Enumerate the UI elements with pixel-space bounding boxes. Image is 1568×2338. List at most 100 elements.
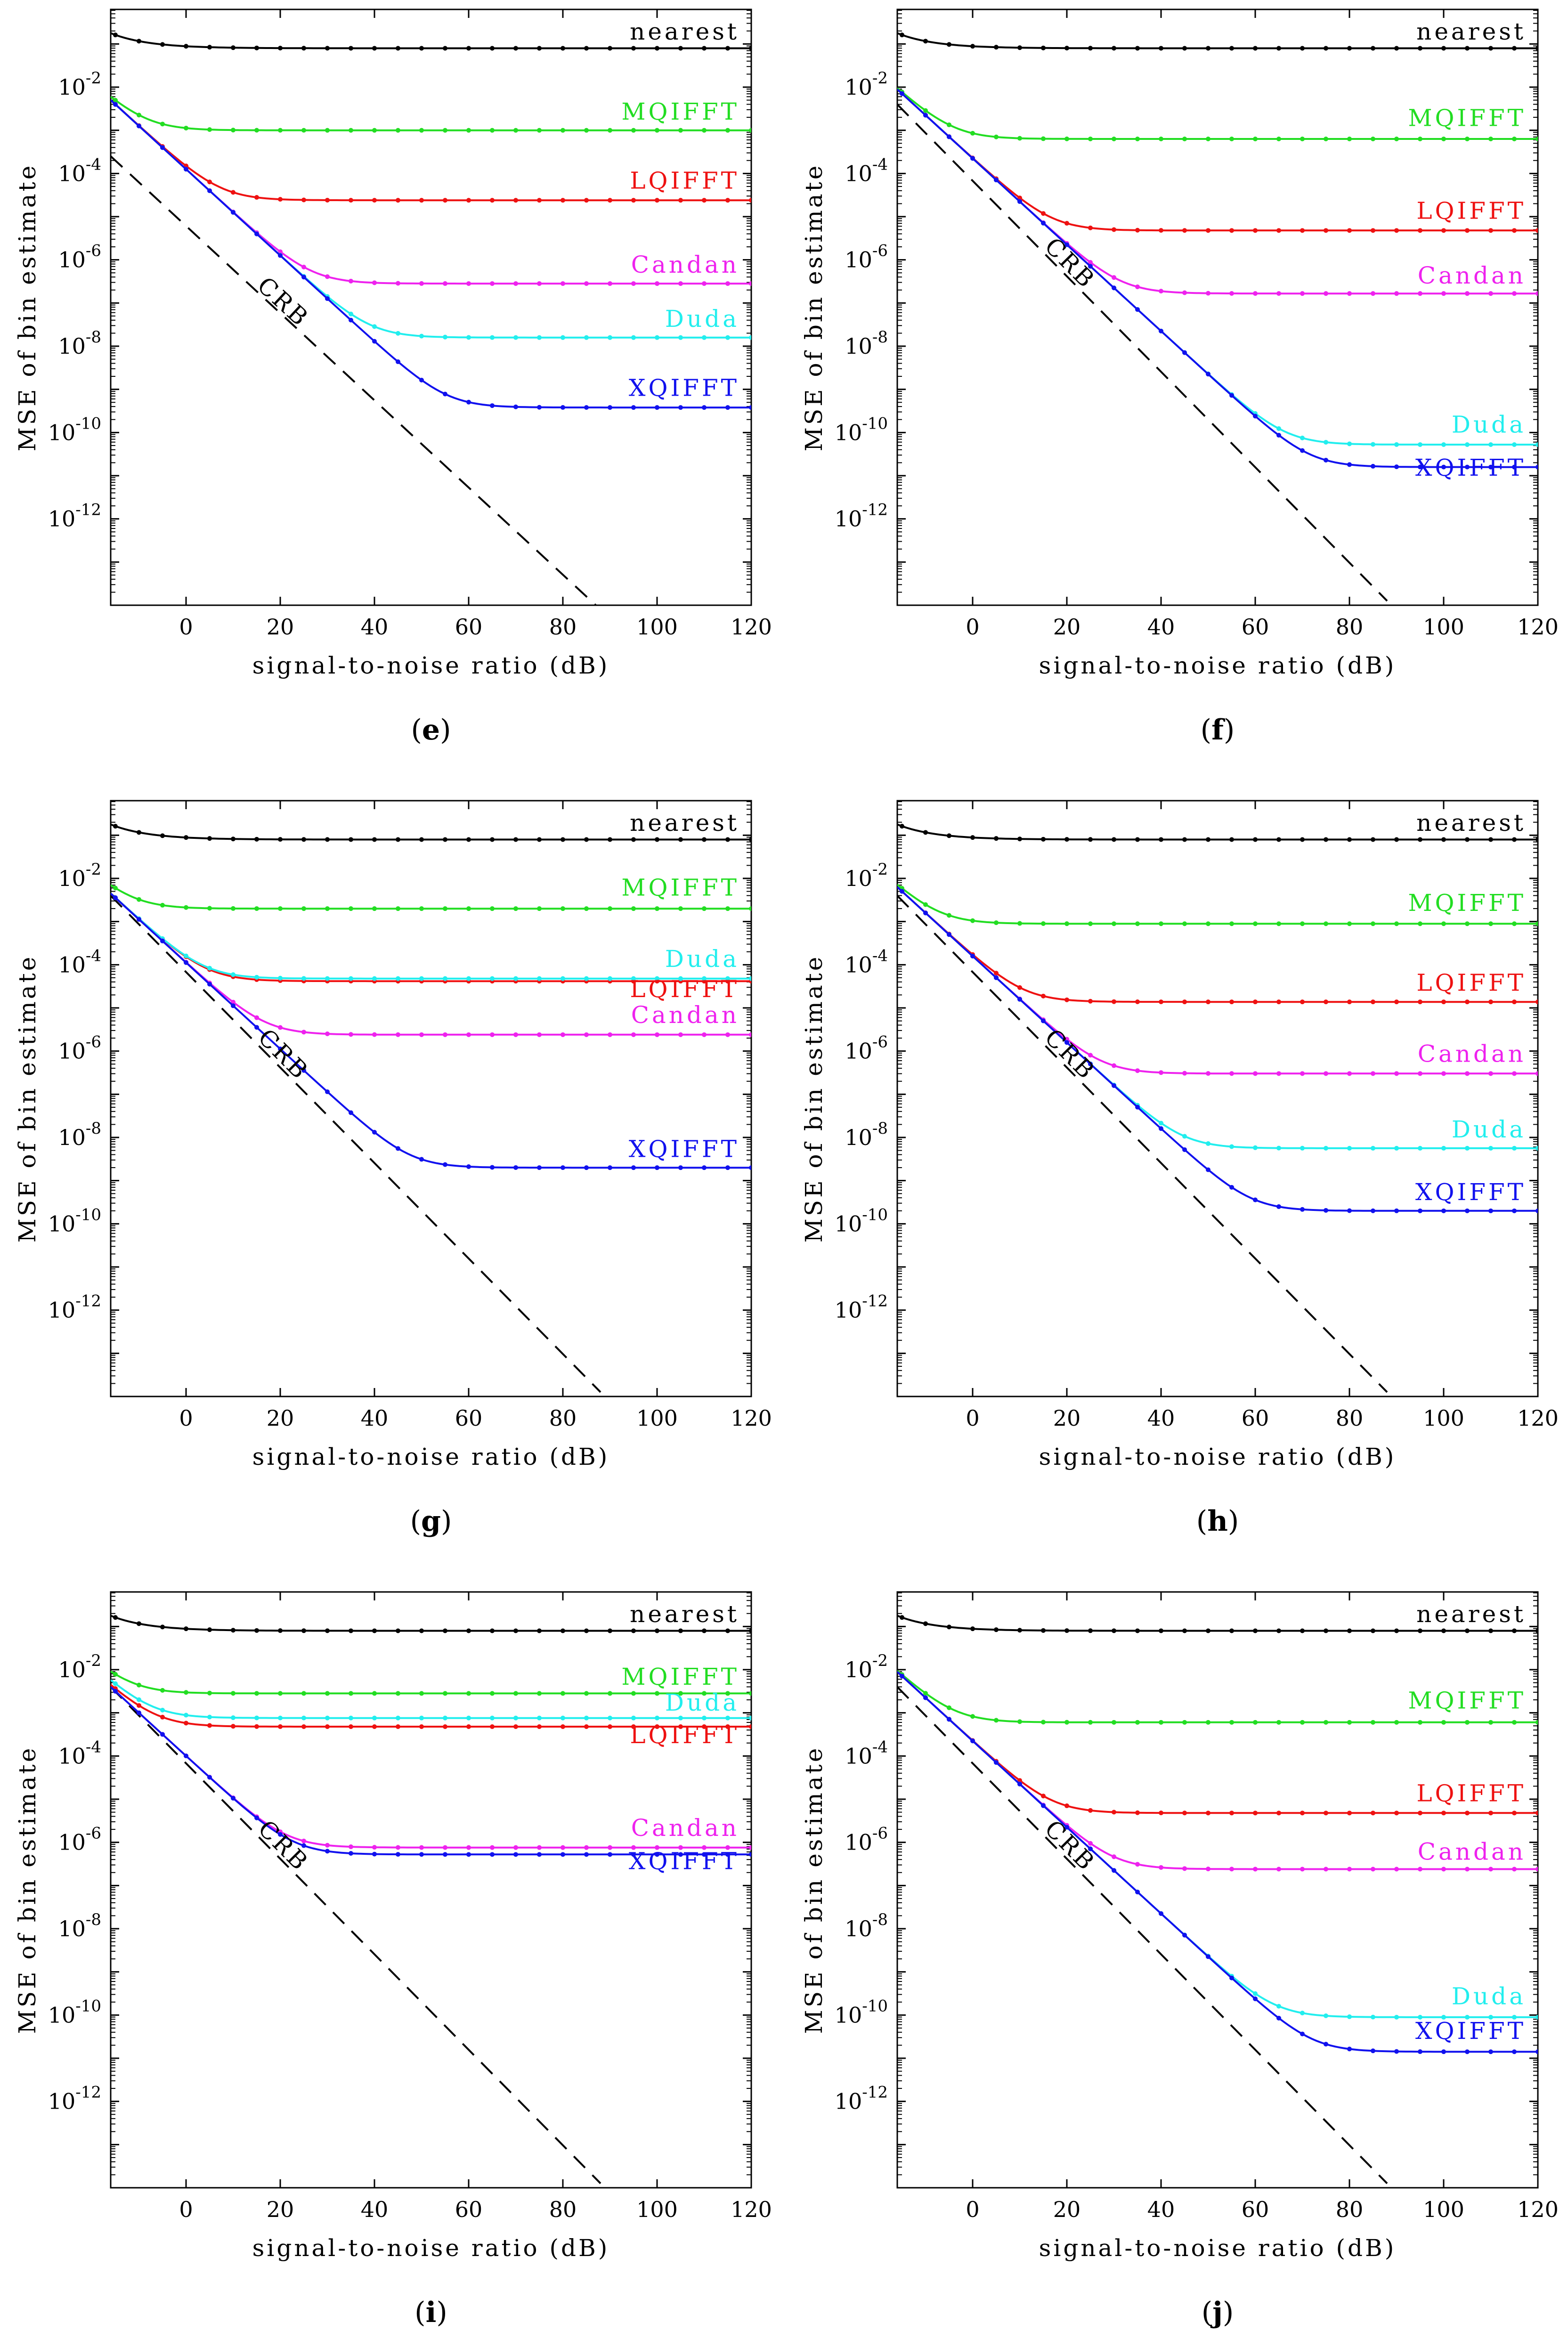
y-tick-label: 10-8 — [58, 1119, 101, 1150]
series-point-candan — [349, 1844, 353, 1850]
series-point-mqifft — [1182, 921, 1187, 926]
series-point-lqifft — [1512, 1810, 1517, 1816]
series-point-mqifft — [1300, 921, 1305, 926]
series-point-lqifft — [608, 1724, 612, 1729]
x-tick-label: 100 — [636, 614, 678, 640]
series-point-xqifft — [1324, 2042, 1328, 2047]
series-point-duda — [1300, 2010, 1305, 2015]
series-point-mqifft — [994, 920, 999, 925]
series-line-xqifft — [897, 886, 1538, 1212]
series-point-duda — [655, 335, 659, 340]
series-point-mqifft — [396, 128, 400, 133]
series-point-nearest — [1300, 837, 1305, 842]
series-point-duda — [1441, 2014, 1446, 2020]
series-point-candan — [1159, 1070, 1163, 1075]
series-point-lqifft — [631, 198, 636, 203]
series-point-lqifft — [1488, 999, 1493, 1005]
x-tick-label: 60 — [1242, 1405, 1269, 1431]
x-tick-label: 100 — [1423, 2197, 1464, 2222]
series-point-mqifft — [947, 122, 951, 128]
series-point-mqifft — [1041, 136, 1046, 141]
series-point-nearest — [900, 1615, 904, 1620]
x-tick-label: 120 — [731, 614, 772, 640]
series-point-duda — [490, 335, 495, 340]
series-point-xqifft — [113, 895, 118, 901]
series-point-duda — [1253, 1991, 1258, 1996]
y-tick-label: 10-8 — [845, 1910, 888, 1941]
series-label-nearest: nearest — [630, 809, 739, 836]
series-point-mqifft — [608, 1691, 612, 1696]
series-point-lqifft — [1112, 1810, 1116, 1815]
series-point-duda — [325, 976, 330, 981]
series-point-duda — [584, 335, 589, 340]
series-point-xqifft — [655, 1165, 659, 1170]
crb-line — [897, 1686, 1388, 2184]
series-point-nearest — [1394, 1628, 1399, 1633]
x-tick-label: 80 — [1336, 1405, 1364, 1431]
series-line-mqifft — [111, 96, 751, 131]
series-point-xqifft — [1064, 1825, 1069, 1830]
series-point-xqifft — [490, 1165, 495, 1170]
series-point-candan — [466, 1032, 471, 1037]
series-point-duda — [655, 976, 659, 981]
series-point-nearest — [1488, 837, 1493, 842]
series-point-xqifft — [1536, 1208, 1538, 1213]
series-point-mqifft — [725, 906, 730, 911]
series-point-nearest — [443, 1628, 447, 1633]
y-axis-label: MSE of bin estimate — [14, 1746, 41, 2034]
series-point-candan — [301, 1030, 306, 1035]
series-point-candan — [1347, 1867, 1352, 1872]
series-point-mqifft — [349, 128, 353, 133]
series-point-mqifft — [490, 128, 495, 133]
x-tick-label: 100 — [636, 2197, 678, 2222]
series-point-nearest — [1206, 1628, 1211, 1633]
series-label-candan: Candan — [1418, 1838, 1526, 1865]
series-point-nearest — [655, 46, 659, 51]
series-point-mqifft — [678, 1691, 683, 1696]
series-point-mqifft — [1465, 1720, 1470, 1725]
series-point-duda — [372, 324, 377, 329]
series-point-xqifft — [1276, 1204, 1281, 1209]
series-point-mqifft — [113, 885, 118, 891]
series-point-nearest — [678, 837, 683, 842]
series-point-xqifft — [655, 405, 659, 410]
series-point-candan — [584, 1845, 589, 1850]
series-point-nearest — [1064, 837, 1069, 842]
series-point-nearest — [349, 46, 353, 51]
series-point-mqifft — [537, 128, 542, 133]
series-point-nearest — [970, 44, 975, 49]
series-point-mqifft — [1112, 136, 1116, 141]
series-point-mqifft — [1441, 1720, 1446, 1725]
series-point-xqifft — [1394, 2049, 1399, 2054]
series-point-nearest — [1371, 46, 1375, 51]
series-point-lqifft — [1512, 228, 1517, 233]
series-point-candan — [396, 1845, 400, 1850]
series-point-candan — [631, 281, 636, 286]
crb-label: CRB — [252, 271, 315, 332]
series-point-mqifft — [970, 1714, 975, 1719]
y-tick-label: 10-12 — [48, 501, 101, 532]
series-point-mqifft — [1347, 1720, 1352, 1725]
series-point-candan — [1112, 275, 1116, 280]
series-point-mqifft — [655, 128, 659, 133]
series-point-candan — [608, 1845, 612, 1850]
series-point-xqifft — [561, 1165, 565, 1170]
series-point-lqifft — [678, 1724, 683, 1729]
series-point-mqifft — [1135, 1720, 1140, 1725]
series-point-lqifft — [1536, 999, 1538, 1005]
series-point-nearest — [113, 824, 118, 829]
series-point-candan — [372, 1845, 377, 1850]
series-point-duda — [725, 335, 730, 340]
series-label-xqifft: XQIFFT — [629, 1135, 739, 1162]
series-point-candan — [1465, 1867, 1470, 1872]
series-point-nearest — [443, 46, 447, 51]
series-point-nearest — [561, 46, 565, 51]
series-point-nearest — [1465, 837, 1470, 842]
series-point-candan — [1371, 1071, 1375, 1076]
series-label-xqifft: XQIFFT — [629, 1848, 739, 1875]
series-point-candan — [1488, 291, 1493, 296]
series-point-nearest — [970, 1626, 975, 1632]
x-tick-label: 60 — [455, 1405, 483, 1431]
series-point-duda — [443, 976, 447, 981]
series-point-lqifft — [490, 1724, 495, 1729]
